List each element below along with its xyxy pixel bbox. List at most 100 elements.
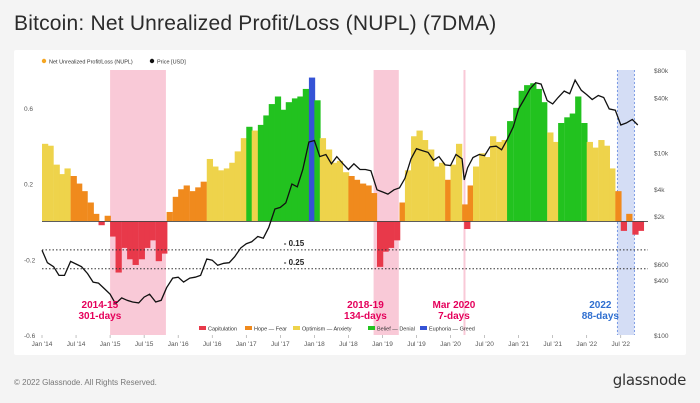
x-tick-label: Jan '18	[304, 341, 325, 348]
nupl-bar	[416, 130, 423, 222]
legend-bottom-swatch	[420, 326, 427, 330]
nupl-bar	[370, 193, 378, 222]
page-title: Bitcoin: Net Unrealized Profit/Loss (NUP…	[14, 12, 497, 35]
x-tick-label: Jan '21	[508, 341, 529, 348]
nupl-bar	[479, 153, 486, 222]
legend-top-marker	[41, 58, 47, 64]
axes: 0.6 0.2 -0.2 -0.6 $80k $40k $10k $4k $2k $600 $400…	[24, 68, 669, 348]
nupl-bar	[632, 221, 639, 235]
nupl-bar	[438, 162, 446, 222]
nupl-bar	[319, 138, 327, 222]
nupl-bar	[121, 221, 128, 248]
nupl-bar	[336, 160, 344, 222]
nupl-bar	[450, 164, 457, 222]
y-left-tick-label: 0.2	[24, 182, 33, 189]
period-label: 2018-19	[347, 300, 384, 311]
threshold-label: - 0.25	[284, 258, 305, 267]
period-sublabel: 134-days	[344, 311, 387, 322]
nupl-bar	[195, 187, 202, 222]
brand-logo: glassnode	[612, 371, 687, 389]
threshold-lines: - 0.15 - 0.25	[42, 221, 648, 270]
shaded-period	[373, 70, 399, 335]
period-sublabel: 7-days	[438, 311, 470, 322]
x-tick-label: Jul '20	[475, 341, 494, 348]
nupl-bar	[274, 96, 282, 222]
x-tick-label: Jul '21	[543, 341, 562, 348]
x-tick-label: Jul '15	[135, 341, 154, 348]
legend-bottom-label: Capitulation	[208, 327, 237, 333]
nupl-bar	[331, 162, 338, 222]
legend-bottom-label: Hope — Fear	[254, 327, 287, 333]
x-tick-label: Jul '16	[203, 341, 222, 348]
nupl-bars	[42, 77, 645, 273]
nupl-bar	[564, 117, 571, 222]
x-tick-label: Jan '14	[32, 341, 53, 348]
nupl-bar	[552, 141, 559, 222]
nupl-bar	[575, 96, 582, 222]
nupl-bar	[115, 221, 122, 273]
nupl-bar	[421, 140, 429, 222]
nupl-bar	[464, 221, 471, 229]
nupl-bar	[615, 191, 622, 222]
nupl-bar	[263, 115, 270, 222]
nupl-bar	[530, 83, 537, 222]
nupl-bar	[518, 90, 525, 222]
legend-bottom-swatch	[245, 326, 252, 330]
period-sublabel: 301-days	[78, 311, 121, 322]
nupl-bar	[268, 104, 275, 222]
y-left-tick-label: 0.6	[24, 106, 33, 113]
nupl-bar	[365, 185, 372, 222]
nupl-bar	[251, 130, 258, 222]
nupl-bar	[155, 221, 162, 262]
nupl-bar	[637, 221, 645, 231]
nupl-bar	[507, 121, 514, 222]
nupl-bar	[59, 174, 66, 222]
nupl-bar	[64, 168, 71, 222]
nupl-bar	[541, 102, 548, 222]
y-right-tick-label: $40k	[654, 95, 669, 102]
nupl-bar	[53, 164, 60, 222]
x-tick-label: Jul '22	[611, 341, 630, 348]
nupl-bar	[104, 215, 111, 222]
legend-bottom-label: Belief — Denial	[377, 327, 415, 333]
nupl-bar	[149, 221, 156, 241]
period-label: Mar 2020	[433, 300, 476, 311]
x-tick-label: Jan '22	[576, 341, 597, 348]
nupl-bar	[110, 221, 117, 237]
nupl-bar	[411, 136, 418, 222]
nupl-bar	[620, 221, 628, 231]
nupl-bar	[166, 211, 173, 222]
nupl-bar	[603, 145, 610, 222]
nupl-bar	[144, 221, 151, 248]
nupl-bar	[496, 141, 503, 222]
nupl-bar	[217, 170, 224, 222]
price-line	[41, 78, 639, 305]
legend-top-label: Net Unrealized Profit/Loss (NUPL)	[49, 60, 133, 66]
nupl-chart: - 0.15 - 0.25 0.6 0.2 -0.2 -0.6 $80k $40k $10k $…	[24, 58, 669, 348]
y-right-tick-label: $100	[654, 333, 669, 340]
nupl-bar	[445, 179, 452, 222]
nupl-bar	[172, 196, 179, 222]
x-tick-label: Jan '20	[440, 341, 461, 348]
nupl-bar	[229, 162, 236, 222]
nupl-bar	[467, 185, 474, 222]
y-right-tick-label: $400	[654, 278, 669, 285]
shaded-period	[463, 70, 466, 335]
y-left-tick-label: -0.2	[24, 257, 36, 264]
nupl-bar	[535, 88, 542, 222]
nupl-bar	[178, 189, 185, 222]
nupl-bar	[183, 185, 190, 222]
legend-bottom-label: Optimism — Anxiety	[302, 327, 352, 333]
nupl-bar	[462, 204, 469, 222]
x-tick-label: Jul '14	[67, 341, 86, 348]
nupl-bar	[404, 170, 412, 222]
nupl-bar	[473, 166, 480, 222]
nupl-bar	[342, 172, 350, 222]
legends: Net Unrealized Profit/Loss (NUPL) Price […	[41, 58, 475, 333]
nupl-bar	[76, 183, 83, 222]
nupl-bar	[377, 221, 384, 267]
nupl-bar	[359, 183, 367, 222]
x-tick-label: Jul '17	[271, 341, 290, 348]
nupl-bar	[501, 140, 508, 222]
